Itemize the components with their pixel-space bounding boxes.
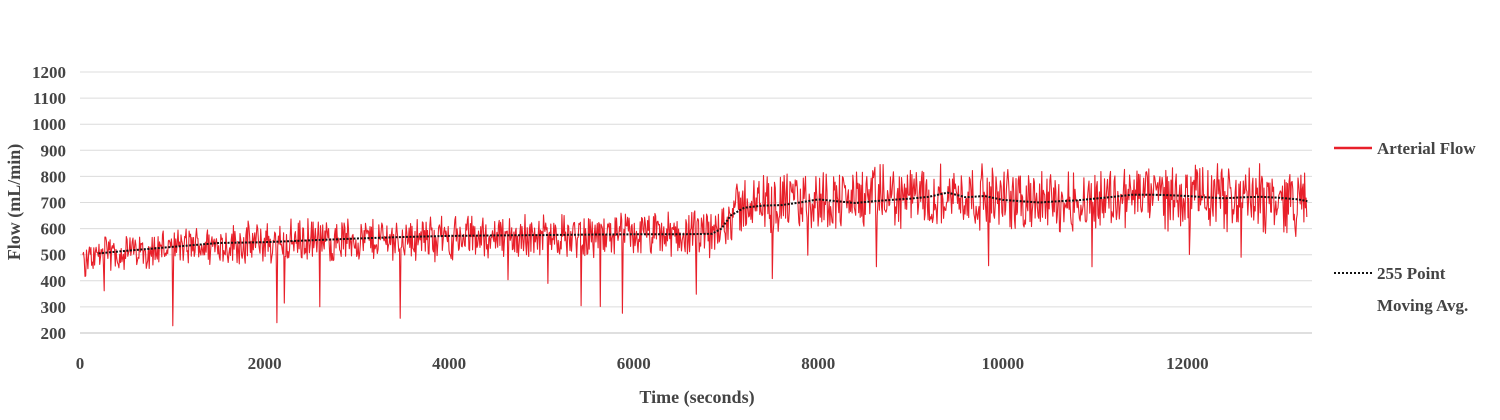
y-tick-label-400: 400 [41,272,67,291]
x-tick-label-2000: 2000 [248,354,282,373]
arterial-flow-line [82,163,1308,327]
y-tick-label-200: 200 [41,324,67,343]
y-tick-label-1200: 1200 [32,63,66,82]
y-axis-tick-labels: 200 300 400 500 600 700 800 900 1000 1100 1200 [32,63,66,343]
x-axis-tick-labels: 0 2000 4000 6000 8000 10000 12000 [76,354,1209,373]
legend-label-moving-avg-line2: Moving Avg. [1377,296,1468,315]
x-tick-label-4000: 4000 [432,354,466,373]
moving-average-series [98,191,1308,255]
legend-label-arterial-flow: Arterial Flow [1377,139,1476,158]
y-tick-label-800: 800 [41,167,67,186]
x-axis-title: Time (seconds) [639,387,754,408]
x-tick-label-10000: 10000 [982,354,1025,373]
legend: Arterial Flow 255 Point Moving Avg. [1334,139,1476,315]
y-tick-label-300: 300 [41,298,67,317]
y-tick-label-500: 500 [41,246,67,265]
x-tick-label-6000: 6000 [617,354,651,373]
x-tick-label-0: 0 [76,354,85,373]
y-tick-label-600: 600 [41,220,67,239]
x-tick-label-8000: 8000 [801,354,835,373]
y-tick-label-900: 900 [41,141,67,160]
moving-average-line [98,191,1308,255]
arterial-flow-series [82,163,1308,327]
y-tick-label-1000: 1000 [32,115,66,134]
y-tick-label-700: 700 [41,194,67,213]
y-tick-label-1100: 1100 [33,89,66,108]
legend-label-moving-avg-line1: 255 Point [1377,264,1446,283]
gridlines [80,71,1312,334]
x-tick-label-12000: 12000 [1166,354,1209,373]
y-axis-title: Flow (mL/min) [4,144,25,261]
